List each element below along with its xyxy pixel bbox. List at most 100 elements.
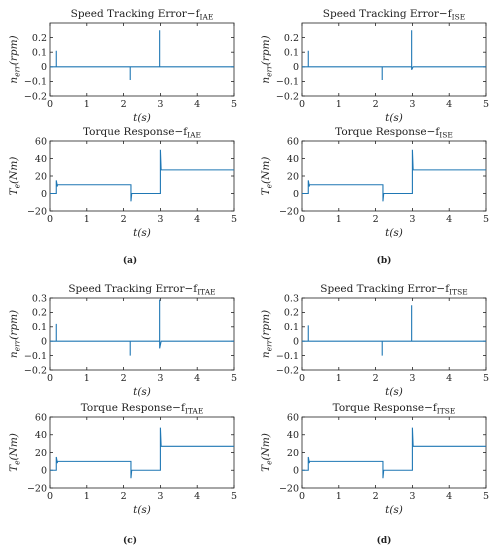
chart-title: Speed Tracking Error−fITAE	[68, 283, 215, 297]
chart-title: Torque Response−fISE	[335, 126, 453, 140]
x-axis-label: t(s)	[385, 227, 403, 239]
x-tick-label: 5	[231, 99, 237, 110]
y-tick-label: 0.2	[32, 308, 47, 319]
y-tick-label: 0.2	[32, 33, 47, 44]
plot-frame	[49, 140, 235, 212]
y-tick-label: −0.1	[24, 77, 47, 88]
x-tick-label: 3	[409, 99, 415, 110]
y-tick-label: −0.2	[276, 91, 299, 102]
x-tick-label: 5	[483, 373, 489, 384]
y-tick-label: 60	[35, 136, 47, 147]
x-axis-label: t(s)	[133, 112, 151, 124]
y-tick-label: 20	[35, 171, 47, 182]
y-tick-label: −0.2	[24, 91, 47, 102]
x-tick-label: 2	[121, 99, 127, 110]
y-tick-label: 0	[41, 337, 47, 348]
x-tick-label: 5	[483, 214, 489, 225]
y-tick-label: 60	[287, 412, 299, 423]
y-tick-label: 0.2	[284, 308, 299, 319]
y-tick-label: 0	[293, 62, 299, 73]
x-tick-label: 1	[336, 214, 342, 225]
x-tick-label: 3	[409, 373, 415, 384]
x-tick-label: 0	[299, 373, 305, 384]
x-tick-label: 5	[231, 491, 237, 502]
x-tick-label: 0	[299, 99, 305, 110]
x-tick-label: 4	[446, 99, 452, 110]
caption-a: (a)	[123, 255, 137, 266]
x-tick-label: 2	[373, 99, 379, 110]
y-tick-label: 0.1	[284, 48, 299, 59]
y-axis-label: nerr(rpm)	[8, 35, 22, 83]
x-axis-label: t(s)	[385, 386, 403, 398]
y-tick-label: −0.1	[24, 351, 47, 362]
y-tick-label: 40	[287, 154, 299, 165]
y-axis-label: nerr(rpm)	[260, 310, 274, 358]
y-tick-label: 0	[293, 337, 299, 348]
x-tick-label: 2	[373, 491, 379, 502]
x-tick-label: 5	[483, 99, 489, 110]
y-tick-label: −0.1	[276, 351, 299, 362]
y-tick-label: −0.2	[24, 365, 47, 376]
y-tick-label: −0.2	[276, 365, 299, 376]
y-tick-label: 60	[35, 412, 47, 423]
series-line	[50, 299, 234, 356]
chart-title: Torque Response−fITSE	[333, 402, 456, 416]
plot-frame	[301, 416, 487, 489]
x-tick-label: 1	[336, 491, 342, 502]
x-tick-label: 0	[47, 491, 53, 502]
y-tick-label: −20	[279, 483, 299, 494]
series-line	[50, 149, 234, 202]
x-tick-label: 2	[373, 373, 379, 384]
y-axis-label: nerr(rpm)	[8, 310, 22, 358]
y-tick-label: 40	[35, 430, 47, 441]
x-tick-label: 3	[157, 99, 163, 110]
chart-title: Torque Response−fIAE	[83, 126, 201, 140]
chart-title: Speed Tracking Error−fIAE	[71, 8, 214, 22]
x-axis-label: t(s)	[385, 504, 403, 516]
series-line	[302, 427, 486, 479]
y-axis-label: Te(Nm)	[8, 433, 22, 472]
caption-d: (d)	[377, 535, 392, 546]
x-tick-label: 5	[231, 214, 237, 225]
x-tick-label: 3	[409, 214, 415, 225]
x-tick-label: 4	[446, 373, 452, 384]
y-tick-label: 0.3	[32, 293, 47, 304]
x-tick-label: 0	[299, 214, 305, 225]
plot-frame	[301, 140, 487, 212]
plot-frame	[301, 22, 487, 97]
y-tick-label: 0	[41, 466, 47, 477]
x-tick-label: 0	[47, 373, 53, 384]
x-tick-label: 3	[157, 491, 163, 502]
series-line	[50, 30, 234, 80]
y-tick-label: −20	[279, 206, 299, 217]
x-tick-label: 2	[121, 214, 127, 225]
plot-frame	[49, 416, 235, 489]
y-tick-label: 0.2	[284, 33, 299, 44]
y-tick-label: 0.3	[284, 293, 299, 304]
y-tick-label: 0.1	[32, 322, 47, 333]
series-line	[302, 30, 486, 80]
y-tick-label: 0	[293, 466, 299, 477]
x-axis-label: t(s)	[133, 504, 151, 516]
series-line	[302, 149, 486, 202]
x-tick-label: 4	[194, 99, 200, 110]
x-tick-label: 3	[157, 373, 163, 384]
x-axis-label: t(s)	[133, 227, 151, 239]
series-line	[302, 305, 486, 356]
chart-title: Speed Tracking Error−fISE	[323, 8, 465, 22]
chart-title: Speed Tracking Error−fITSE	[320, 283, 467, 297]
y-tick-label: 20	[287, 448, 299, 459]
x-tick-label: 0	[47, 99, 53, 110]
x-tick-label: 1	[84, 373, 90, 384]
x-tick-label: 4	[194, 214, 200, 225]
x-tick-label: 3	[157, 214, 163, 225]
y-axis-label: nerr(rpm)	[260, 35, 274, 83]
x-tick-label: 1	[336, 373, 342, 384]
x-tick-label: 0	[299, 491, 305, 502]
x-tick-label: 1	[84, 99, 90, 110]
y-tick-label: 0.1	[32, 48, 47, 59]
y-axis-label: Te(Nm)	[8, 157, 22, 196]
y-tick-label: 60	[287, 136, 299, 147]
x-tick-label: 1	[336, 99, 342, 110]
